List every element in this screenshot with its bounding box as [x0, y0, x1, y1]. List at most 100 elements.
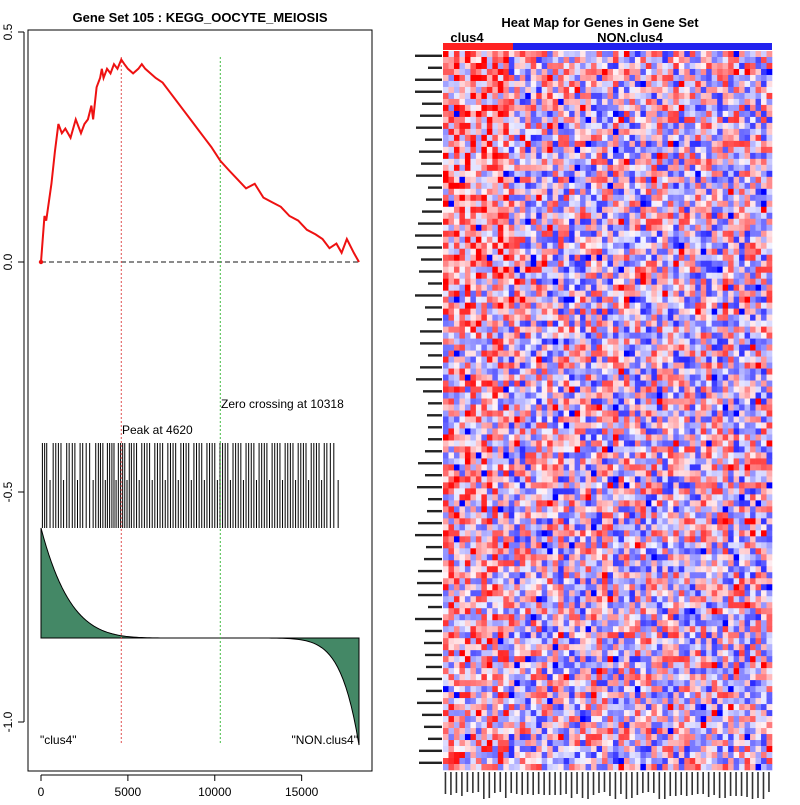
heatmap-cell [712, 297, 718, 303]
heatmap-cell [575, 416, 581, 422]
heatmap-cell [525, 201, 531, 207]
heatmap-cell [624, 57, 630, 63]
heatmap-cell [684, 351, 690, 357]
heatmap-cell [646, 440, 652, 446]
heatmap-cell [657, 440, 663, 446]
heatmap-cell [459, 285, 465, 291]
heatmap-cell [465, 123, 471, 129]
heatmap-cell [756, 105, 762, 111]
heatmap-cell [542, 57, 548, 63]
heatmap-cell [547, 177, 553, 183]
heatmap-cell [750, 387, 756, 393]
heatmap-cell [586, 369, 592, 375]
heatmap-cell [597, 351, 603, 357]
heatmap-cell [558, 482, 564, 488]
heatmap-cell [668, 476, 674, 482]
heatmap-cell [673, 117, 679, 123]
heatmap-cell [542, 147, 548, 153]
heatmap-cell [728, 99, 734, 105]
heatmap-cell [745, 99, 751, 105]
heatmap-cell [586, 405, 592, 411]
heatmap-cell [767, 381, 773, 387]
heatmap-cell [564, 476, 570, 482]
heatmap-cell [734, 512, 740, 518]
heatmap-cell [553, 279, 559, 285]
heatmap-cell [646, 111, 652, 117]
heatmap-cell [756, 303, 762, 309]
heatmap-cell [717, 63, 723, 69]
heatmap-cell [684, 452, 690, 458]
heatmap-cell [761, 291, 767, 297]
heatmap-cell [443, 434, 449, 440]
heatmap-cell [536, 147, 542, 153]
heatmap-cell [531, 500, 537, 506]
heatmap-cell [635, 291, 641, 297]
heatmap-cell [553, 452, 559, 458]
heatmap-cell [629, 488, 635, 494]
heatmap-cell [624, 494, 630, 500]
heatmap-cell [756, 117, 762, 123]
heatmap-cell [723, 399, 729, 405]
heatmap-cell [569, 422, 575, 428]
heatmap-cell [586, 87, 592, 93]
heatmap-cell [761, 201, 767, 207]
heatmap-cell [684, 201, 690, 207]
heatmap-cell [470, 63, 476, 69]
heatmap-cell [448, 428, 454, 434]
heatmap-cell [723, 512, 729, 518]
heatmap-cell [586, 183, 592, 189]
heatmap-cell [481, 393, 487, 399]
heatmap-cell [547, 428, 553, 434]
heatmap-cell [597, 93, 603, 99]
heatmap-cell [476, 105, 482, 111]
heatmap-cell [597, 87, 603, 93]
heatmap-cell [597, 309, 603, 315]
heatmap-cell [701, 399, 707, 405]
heatmap-cell [454, 434, 460, 440]
heatmap-cell [470, 249, 476, 255]
heatmap-cell [487, 327, 493, 333]
heatmap-cell [690, 225, 696, 231]
heatmap-cell [734, 159, 740, 165]
heatmap-cell [756, 285, 762, 291]
heatmap-cell [586, 327, 592, 333]
heatmap-cell [564, 255, 570, 261]
heatmap-cell [640, 237, 646, 243]
heatmap-cell [465, 381, 471, 387]
heatmap-cell [525, 506, 531, 512]
heatmap-cell [509, 482, 515, 488]
heatmap-cell [448, 279, 454, 285]
heatmap-cell [723, 135, 729, 141]
heatmap-cell [684, 506, 690, 512]
heatmap-cell [580, 470, 586, 476]
heatmap-cell [646, 123, 652, 129]
heatmap-cell [487, 494, 493, 500]
heatmap-cell [679, 399, 685, 405]
heatmap-cell [668, 333, 674, 339]
heatmap-cell [597, 494, 603, 500]
heatmap-cell [750, 357, 756, 363]
heatmap-cell [756, 213, 762, 219]
heatmap-cell [536, 333, 542, 339]
heatmap-cell [443, 327, 449, 333]
heatmap-cell [739, 171, 745, 177]
heatmap-cell [701, 512, 707, 518]
heatmap-cell [646, 267, 652, 273]
heatmap-cell [673, 189, 679, 195]
heatmap-cell [646, 117, 652, 123]
heatmap-cell [531, 273, 537, 279]
heatmap-cell [767, 87, 773, 93]
heatmap-cell [679, 69, 685, 75]
heatmap-cell [498, 464, 504, 470]
heatmap-cell [487, 351, 493, 357]
heatmap-cell [465, 297, 471, 303]
heatmap-cell [679, 363, 685, 369]
heatmap-cell [448, 285, 454, 291]
heatmap-cell [618, 165, 624, 171]
heatmap-cell [520, 518, 526, 524]
heatmap-cell [712, 357, 718, 363]
heatmap-cell [728, 506, 734, 512]
heatmap-cell [454, 393, 460, 399]
heatmap-cell [750, 303, 756, 309]
heatmap-cell [668, 177, 674, 183]
